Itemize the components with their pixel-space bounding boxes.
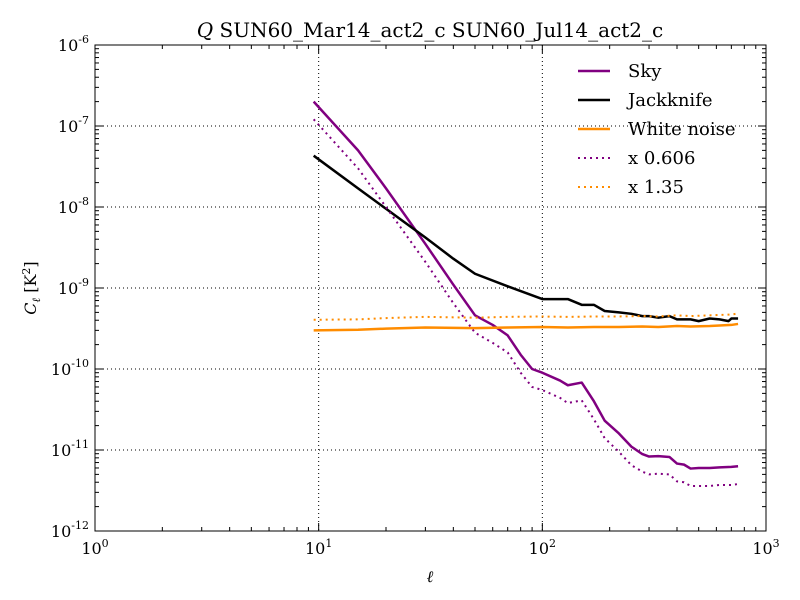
y-tick-exp: -6 (78, 33, 89, 46)
legend-label-1: Jackknife (626, 90, 713, 111)
y-label-base: C (21, 302, 40, 314)
chart-title-rest: SUN60_Mar14_act2_c SUN60_Jul14_act2_c (213, 18, 663, 42)
axis-ticks: 100 101 102 10310-1210-1110-1010-910-810-71… (51, 33, 780, 558)
x-tick-label: 102 (529, 537, 556, 558)
y-tick-label: 10-6 (58, 33, 89, 55)
x-tick-base: 10 (305, 539, 325, 558)
y-tick-exp: -12 (71, 519, 89, 532)
y-tick-base: 10 (51, 441, 71, 460)
y-tick-exp: -7 (78, 114, 89, 127)
y-tick-base: 10 (58, 117, 78, 136)
y-tick-label: 10-11 (51, 438, 89, 460)
legend-label-4: x 1.35 (628, 177, 684, 198)
y-label-unit-sup: 2 (20, 268, 33, 275)
chart-title: Q SUN60_Mar14_act2_c SUN60_Jul14_act2_c (197, 18, 663, 42)
y-label-unit-close: ] (21, 261, 40, 267)
x-tick-exp: 1 (325, 537, 332, 550)
y-tick-base: 10 (51, 360, 71, 379)
y-tick-exp: -11 (71, 438, 89, 451)
y-label-unit-open: [K (21, 274, 40, 298)
y-tick-label: 10-12 (51, 519, 89, 541)
legend-label-0: Sky (628, 61, 662, 82)
legend: Sky Jackknife White noise x 0.606 x 1.35 (578, 61, 736, 198)
x-tick-exp: 2 (549, 537, 556, 550)
x-tick-exp: 3 (773, 537, 780, 550)
series-line-2 (313, 322, 739, 332)
y-tick-exp: -10 (71, 357, 89, 370)
x-tick-label: 100 (81, 537, 108, 558)
y-tick-exp: -8 (78, 195, 89, 208)
y-tick-base: 10 (58, 279, 78, 298)
y-tick-label: 10-10 (51, 357, 89, 379)
y-tick-base: 10 (51, 522, 71, 541)
x-tick-exp: 0 (102, 537, 109, 550)
x-tick-base: 10 (752, 539, 772, 558)
series-line-1 (312, 154, 739, 323)
y-tick-base: 10 (58, 36, 78, 55)
y-label-sub: ℓ (30, 297, 43, 302)
x-tick-base: 10 (529, 539, 549, 558)
x-tick-label: 101 (305, 537, 332, 558)
legend-label-2: White noise (628, 119, 736, 140)
y-tick-label: 10-7 (58, 114, 89, 136)
y-tick-exp: -9 (78, 276, 89, 289)
x-tick-base: 10 (81, 539, 101, 558)
y-tick-label: 10-9 (58, 276, 89, 298)
x-axis-label: ℓ (427, 567, 434, 586)
y-tick-label: 10-8 (58, 195, 89, 217)
series-line-4 (313, 312, 739, 321)
series-group (312, 100, 739, 487)
series-line-0 (312, 100, 739, 470)
legend-label-3: x 0.606 (628, 148, 695, 169)
y-axis-label: Cℓ [K2] (20, 261, 43, 314)
y-tick-base: 10 (58, 198, 78, 217)
chart-title-italic: Q (197, 18, 213, 42)
x-tick-label: 103 (752, 537, 779, 558)
